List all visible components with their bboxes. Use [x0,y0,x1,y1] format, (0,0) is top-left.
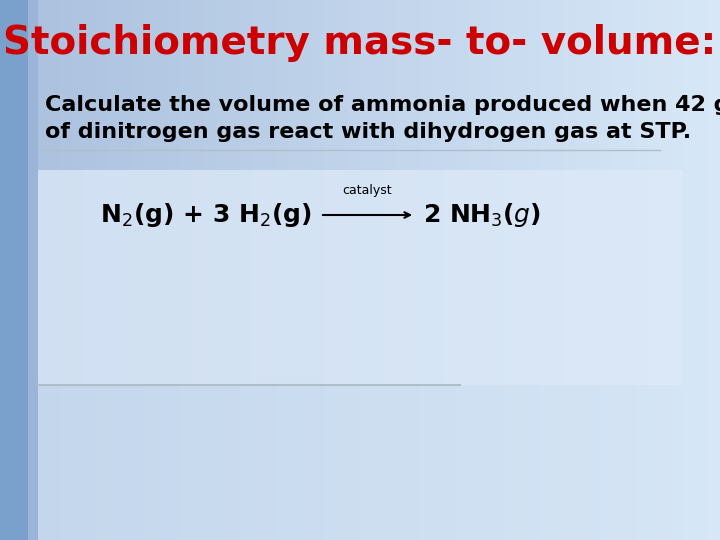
Bar [300,0,313,540]
Bar [564,0,577,540]
Text: Calculate the volume of ammonia produced when 42 g: Calculate the volume of ammonia produced… [45,95,720,115]
Bar [384,0,397,540]
Bar [276,0,289,540]
Bar [612,0,625,540]
Bar [0,0,13,540]
Bar [0,0,28,540]
Text: of dinitrogen gas react with dihydrogen gas at STP.: of dinitrogen gas react with dihydrogen … [45,122,691,142]
Bar [444,0,457,540]
Bar [120,0,133,540]
Bar [60,0,73,540]
Bar [504,0,517,540]
Bar [396,0,409,540]
Bar [264,0,277,540]
Bar [192,0,205,540]
Bar [372,0,385,540]
Bar [480,0,493,540]
Bar [144,0,157,540]
Text: 2 NH$_3$($\it{g}$): 2 NH$_3$($\it{g}$) [423,201,541,229]
Bar [624,0,637,540]
Bar [600,0,613,540]
Bar [336,0,349,540]
Text: catalyst: catalyst [343,184,392,197]
Bar [684,0,697,540]
Bar [72,0,85,540]
Bar [708,0,720,540]
Bar [324,0,337,540]
Bar [28,0,38,540]
Bar [432,0,445,540]
Bar [588,0,601,540]
Bar [696,0,709,540]
Bar [288,0,301,540]
Bar [552,0,565,540]
Bar [528,0,541,540]
Bar [576,0,589,540]
Bar [168,0,181,540]
Bar [360,0,373,540]
Bar [312,0,325,540]
Bar [636,0,649,540]
Bar [348,0,361,540]
Bar [156,0,169,540]
Bar [660,0,673,540]
Bar [468,0,481,540]
Bar [252,0,265,540]
Bar [408,0,421,540]
Bar [108,0,121,540]
Bar [84,0,97,540]
Bar [38,170,683,385]
Bar [36,0,49,540]
Bar [204,0,217,540]
Bar [420,0,433,540]
Bar [492,0,505,540]
Bar [540,0,553,540]
Bar [228,0,241,540]
Bar [180,0,193,540]
Bar [24,0,37,540]
Bar [48,0,61,540]
Text: Stoichiometry mass- to- volume:: Stoichiometry mass- to- volume: [4,24,716,62]
Bar [216,0,229,540]
Bar [96,0,109,540]
Bar [648,0,661,540]
Bar [672,0,685,540]
Text: N$_2$(g) + 3 H$_2$(g): N$_2$(g) + 3 H$_2$(g) [100,201,312,229]
Bar [240,0,253,540]
Bar [456,0,469,540]
Bar [132,0,145,540]
Bar [12,0,25,540]
Bar [38,385,683,540]
Bar [516,0,529,540]
